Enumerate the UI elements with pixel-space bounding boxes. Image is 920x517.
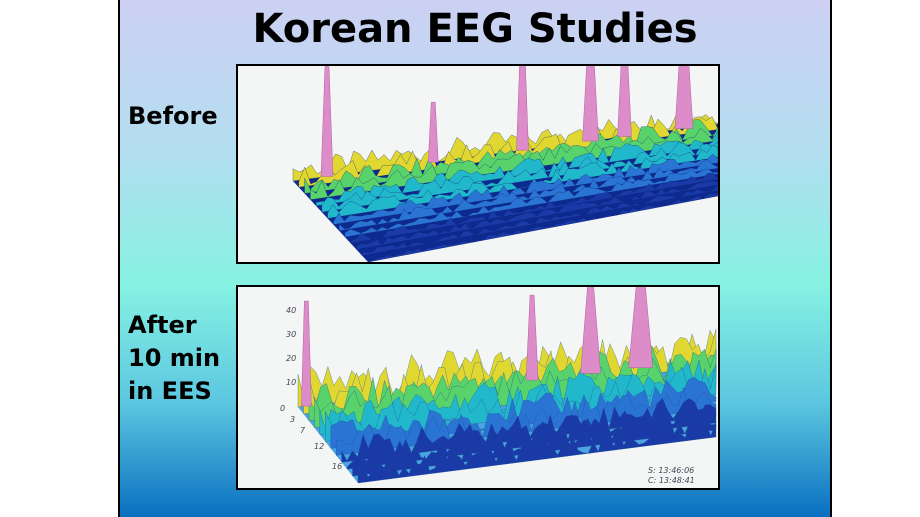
eeg-plot [292, 66, 718, 262]
eeg-image [236, 64, 720, 264]
texture [339, 159, 718, 232]
time-stamp: S: 13:46:06 [648, 466, 694, 475]
texture [346, 405, 717, 470]
label-line: After [128, 311, 197, 339]
depth-label: 7 [300, 426, 306, 435]
slide-title: Korean EEG Studies [252, 6, 698, 52]
depth-label: 12 [314, 442, 324, 451]
eeg-plot: 40 30 20 10 0 3 7 12 16 S: 13:46:06 C: 1… [280, 287, 717, 485]
texture [628, 287, 654, 368]
texture [301, 300, 312, 407]
texture [516, 66, 529, 151]
depth-label: 16 [332, 462, 342, 471]
texture [367, 193, 718, 262]
panel-label: After 10 min in EES [128, 309, 220, 408]
time-stamp: C: 13:48:41 [648, 476, 695, 485]
texture [315, 130, 718, 207]
texture [582, 66, 599, 142]
texture [321, 141, 718, 213]
texture [525, 294, 539, 381]
axis-label: 40 [286, 306, 296, 315]
texture [350, 173, 718, 244]
label-line: Before [128, 102, 218, 130]
axis-label: 10 [286, 378, 296, 387]
texture [427, 101, 439, 163]
label-line: 10 min [128, 344, 221, 372]
panel-label: Before [128, 100, 218, 133]
eeg-image: 40 30 20 10 0 3 7 12 16 S: 13:46:06 C: 1… [236, 285, 720, 490]
axis-label: 30 [286, 330, 296, 339]
texture [320, 66, 334, 177]
slide: Korean EEG Studies Before After 10 min i… [118, 0, 832, 517]
texture [357, 420, 717, 484]
texture [327, 144, 718, 219]
axis-label: 20 [286, 354, 296, 363]
depth-label: 3 [290, 415, 295, 424]
label-line: in EES [128, 377, 212, 405]
texture [580, 287, 601, 374]
texture [344, 168, 718, 238]
axis-label: 0 [280, 404, 285, 413]
texture [333, 154, 718, 225]
texture [362, 184, 718, 256]
texture [356, 180, 718, 250]
texture [617, 66, 632, 137]
texture [674, 66, 694, 129]
